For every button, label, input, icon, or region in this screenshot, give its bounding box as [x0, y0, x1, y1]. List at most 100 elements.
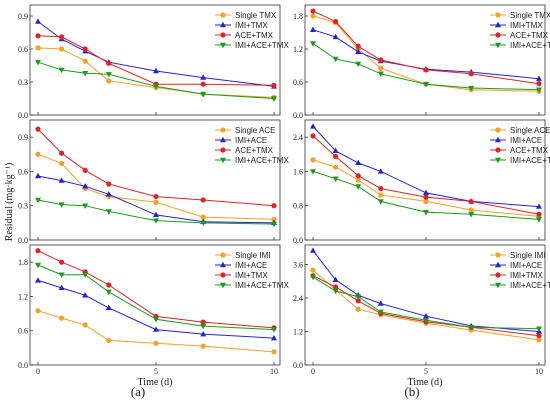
data-point [35, 308, 41, 314]
data-point [310, 267, 316, 273]
data-point [200, 214, 206, 220]
panel-1: 0.0 0.6 1.2 1.8 Single TMXIMI+TMXACE+TMXIMI+… [293, 4, 550, 120]
legend-marker [495, 272, 501, 278]
legend-entry: IMI+ACE+TMX [235, 281, 289, 290]
plot-frame [304, 119, 546, 241]
data-point [423, 209, 429, 216]
legend-entry: IMI+TMX [510, 21, 543, 30]
y-tick-label: 2.4 [293, 133, 303, 142]
plot-frame [29, 244, 281, 366]
legend-entry: ACE+TMX [510, 31, 549, 40]
series-line [312, 269, 540, 341]
legend-entry: IMI+TMX [235, 21, 268, 30]
data-point [310, 13, 316, 19]
data-point [82, 183, 89, 189]
legend-marker [495, 282, 501, 289]
data-point [105, 289, 112, 296]
data-point [106, 60, 112, 66]
data-point [35, 33, 41, 39]
data-point [58, 202, 65, 208]
legend-marker [495, 21, 501, 28]
data-point [153, 218, 159, 224]
data-point [536, 326, 542, 332]
data-point [35, 277, 41, 283]
data-point [35, 197, 41, 204]
y-tick-label: 0.0 [18, 361, 28, 370]
data-point [377, 168, 384, 174]
data-point [332, 147, 339, 154]
data-point [333, 284, 339, 290]
data-point [58, 284, 65, 291]
legend-entry: IMI+ACE+TMX [510, 281, 550, 290]
legend-entry: IMI+ACE [510, 261, 542, 270]
data-point [332, 176, 339, 182]
panel-0: 0.0 0.3 0.6 0.9 Single TMXIMI+TMXACE+TMXIMI+… [18, 4, 289, 120]
data-point [378, 192, 384, 198]
data-point [377, 309, 384, 316]
data-point [355, 298, 361, 304]
x-tick-label: 10 [535, 367, 543, 376]
data-point [468, 212, 475, 218]
data-point [200, 220, 207, 227]
legend-entry: ACE+TMX [235, 146, 274, 155]
y-tick-label: 2.4 [293, 294, 303, 303]
data-point [468, 198, 474, 205]
data-point [200, 330, 207, 337]
legend-marker [220, 21, 226, 28]
data-point [271, 82, 277, 88]
data-point [82, 203, 89, 209]
data-point [105, 209, 112, 215]
legend-marker [495, 136, 501, 143]
data-point [468, 71, 474, 77]
y-tick-label: 1.6 [293, 167, 303, 176]
data-point [333, 18, 339, 25]
data-point [271, 216, 277, 223]
data-point [332, 33, 339, 40]
data-point [423, 82, 429, 88]
data-point [200, 197, 206, 203]
data-point [310, 157, 316, 163]
data-point [333, 153, 339, 160]
legend-entry: IMI+ACE [510, 136, 542, 145]
y-tick-label: 3.6 [293, 261, 303, 270]
plot-frame [29, 119, 281, 241]
legend-entry: ACE+TMX [235, 31, 274, 40]
legend-marker [220, 261, 226, 268]
data-point [200, 81, 206, 87]
data-point [536, 87, 542, 93]
data-point [271, 334, 277, 341]
legend-entry: IMI+TMX [235, 271, 268, 280]
legend-marker [220, 42, 226, 49]
data-point [271, 96, 277, 102]
data-point [59, 259, 65, 265]
series-line [312, 15, 540, 92]
data-point [106, 181, 112, 187]
data-point [310, 133, 316, 139]
data-point [310, 247, 316, 253]
data-point [271, 327, 277, 333]
y-tick-label: 1.8 [293, 12, 303, 21]
legend-marker [495, 261, 501, 268]
data-point [536, 203, 542, 209]
data-point [310, 274, 316, 281]
legend-marker [220, 136, 226, 143]
legend-marker [220, 147, 226, 153]
data-point [106, 282, 112, 288]
y-tick-label: 0.6 [18, 327, 28, 336]
data-point [378, 185, 384, 192]
data-point [377, 300, 384, 306]
legend-marker [495, 32, 501, 38]
y-tick-label: 0.9 [18, 12, 28, 21]
legend-marker [495, 42, 501, 49]
legend-entry: IMI+ACE+TMX [235, 156, 289, 165]
y-tick-label: 1.2 [293, 45, 303, 54]
data-point [82, 71, 89, 77]
data-point [468, 85, 475, 92]
y-tick-label: 0.0 [293, 361, 303, 370]
data-point [82, 46, 88, 52]
data-point [82, 322, 88, 328]
legend-marker [495, 157, 501, 164]
y-tick-label: 0.0 [293, 236, 303, 245]
